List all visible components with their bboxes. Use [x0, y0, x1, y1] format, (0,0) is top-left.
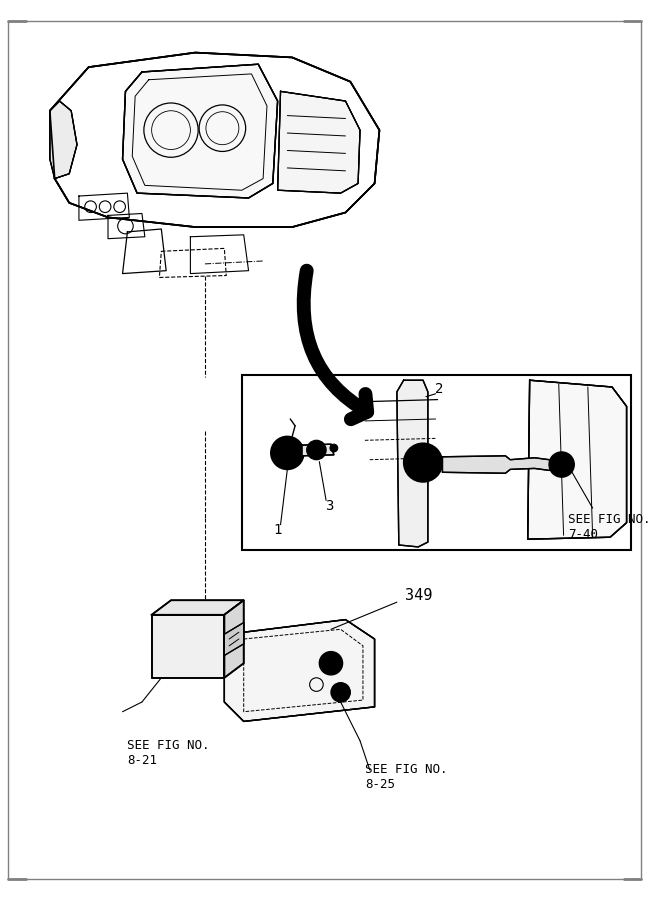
Text: 8-21: 8-21 [127, 753, 157, 767]
Circle shape [549, 452, 574, 477]
Polygon shape [224, 619, 375, 722]
Polygon shape [50, 101, 77, 178]
Polygon shape [151, 600, 243, 615]
Circle shape [404, 443, 442, 482]
Circle shape [331, 682, 350, 702]
Polygon shape [397, 380, 428, 547]
Text: SEE FIG NO.: SEE FIG NO. [568, 513, 651, 526]
Polygon shape [302, 445, 334, 455]
Polygon shape [123, 64, 277, 198]
Polygon shape [224, 623, 243, 655]
Text: 8-25: 8-25 [365, 778, 395, 791]
Circle shape [271, 436, 303, 470]
Polygon shape [277, 92, 360, 194]
Text: 2: 2 [436, 382, 444, 396]
Circle shape [307, 440, 326, 460]
Text: 3: 3 [325, 500, 334, 513]
Text: 7-40: 7-40 [568, 527, 598, 541]
Polygon shape [528, 380, 626, 539]
Text: SEE FIG NO.: SEE FIG NO. [365, 763, 448, 777]
Polygon shape [442, 455, 566, 473]
Circle shape [330, 445, 338, 452]
Polygon shape [50, 52, 380, 227]
Polygon shape [224, 600, 243, 678]
Polygon shape [151, 615, 224, 678]
Bar [241, 375, 632, 550]
Text: 349: 349 [404, 588, 432, 603]
Circle shape [319, 652, 343, 675]
Text: SEE FIG NO.: SEE FIG NO. [127, 739, 210, 752]
Text: 1: 1 [273, 524, 282, 537]
